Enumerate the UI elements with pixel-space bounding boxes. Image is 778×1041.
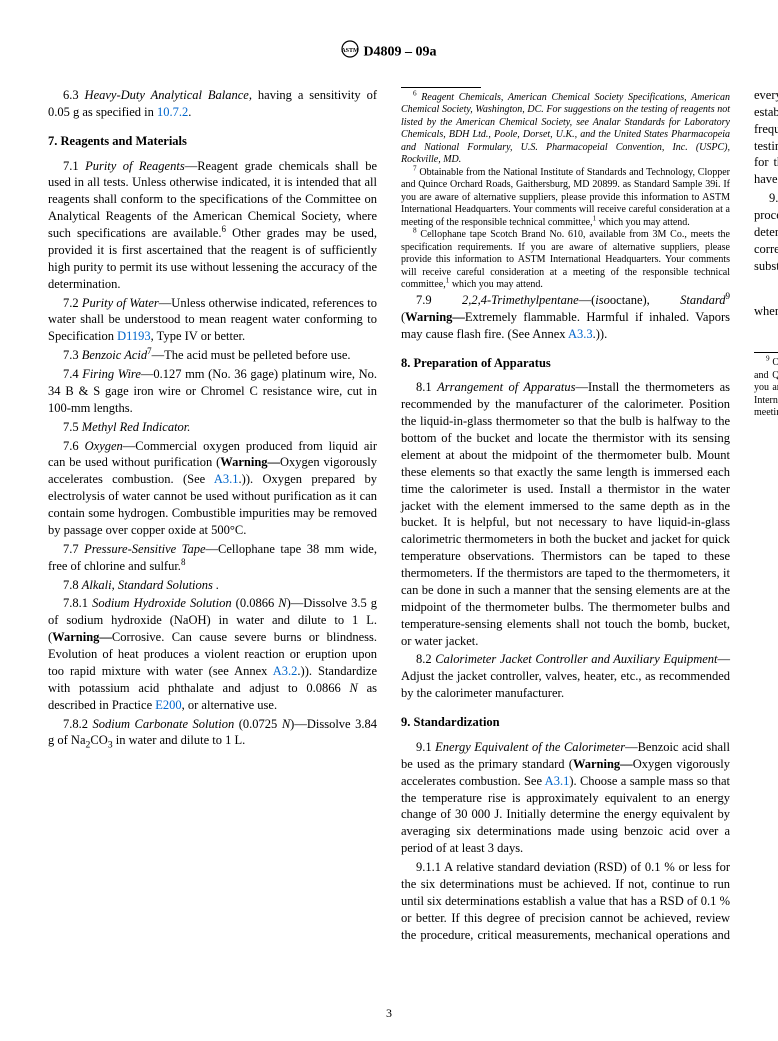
where-label: where: (754, 303, 778, 320)
footnotes-left: 6 Reagent Chemicals, American Chemical S… (401, 87, 730, 292)
astm-logo: ASTM (341, 40, 359, 65)
clause-7-2: 7.2 Purity of Water—Unless otherwise ind… (48, 295, 377, 346)
clause-7-5: 7.5 Methyl Red Indicator. (48, 419, 377, 436)
standard-number: D4809 – 09a (363, 45, 436, 60)
clause-7-3: 7.3 Benzoic Acid7—The acid must be pelle… (48, 347, 377, 364)
footnote-rule-right (754, 352, 778, 353)
footnote-7: 7 Obtainable from the National Institute… (401, 167, 730, 230)
clause-7-8-1: 7.8.1 Sodium Hydroxide Solution (0.0866 … (48, 595, 377, 713)
svg-text:ASTM: ASTM (342, 48, 360, 54)
equation-3: W = (Qb × m + e1)/Δt(3) (754, 281, 778, 298)
ref-a3-1b[interactable]: A3.1 (545, 774, 570, 788)
clause-8-2: 8.2 Calorimeter Jacket Controller and Au… (401, 651, 730, 702)
ref-a3-3[interactable]: A3.3 (568, 327, 593, 341)
clause-7-6: 7.6 Oxygen—Commercial oxygen produced fr… (48, 438, 377, 539)
clause-9-1-2: 9.1.2 If any part of the equipment is ch… (754, 190, 778, 274)
ref-10-7-2[interactable]: 10.7.2 (157, 105, 188, 119)
clause-7-8-2: 7.8.2 Sodium Carbonate Solution (0.0725 … (48, 716, 377, 750)
ref-e200[interactable]: E200 (155, 698, 181, 712)
section-7-title: 7. Reagents and Materials (48, 133, 377, 150)
clause-7-4: 7.4 Firing Wire—0.127 mm (No. 36 gage) p… (48, 366, 377, 417)
ref-a3-1[interactable]: A3.1 (214, 472, 239, 486)
clause-7-9: 7.9 2,2,4-Trimethylpentane—(isooctane), … (401, 292, 730, 343)
ref-d1193[interactable]: D1193 (117, 329, 151, 343)
clause-9-1: 9.1 Energy Equivalent of the Calorimeter… (401, 739, 730, 857)
page: ASTM D4809 – 09a 6.3 Heavy-Duty Analytic… (0, 0, 778, 1041)
footnote-8: 8 Cellophane tape Scotch Brand No. 610, … (401, 229, 730, 292)
section-9-title: 9. Standardization (401, 714, 730, 731)
clause-6-3: 6.3 Heavy-Duty Analytical Balance, havin… (48, 87, 377, 121)
section-8-title: 8. Preparation of Apparatus (401, 355, 730, 372)
clause-7-8: 7.8 Alkali, Standard Solutions . (48, 577, 377, 594)
page-number: 3 (0, 1005, 778, 1021)
body-columns: 6.3 Heavy-Duty Analytical Balance, havin… (48, 87, 730, 959)
clause-7-7: 7.7 Pressure-Sensitive Tape—Cellophane t… (48, 541, 377, 575)
footnote-rule-left (401, 87, 481, 88)
clause-8-1: 8.1 Arrangement of Apparatus—Install the… (401, 379, 730, 649)
footnotes-right: 9 Obtainable from the National Institute… (754, 352, 778, 420)
clause-7-1: 7.1 Purity of Reagents—Reagent grade che… (48, 158, 377, 293)
footnote-9: 9 Obtainable from the National Institute… (754, 357, 778, 420)
footnote-6: 6 Reagent Chemicals, American Chemical S… (401, 92, 730, 167)
ref-a3-2[interactable]: A3.2 (273, 664, 298, 678)
page-header: ASTM D4809 – 09a (48, 40, 730, 65)
